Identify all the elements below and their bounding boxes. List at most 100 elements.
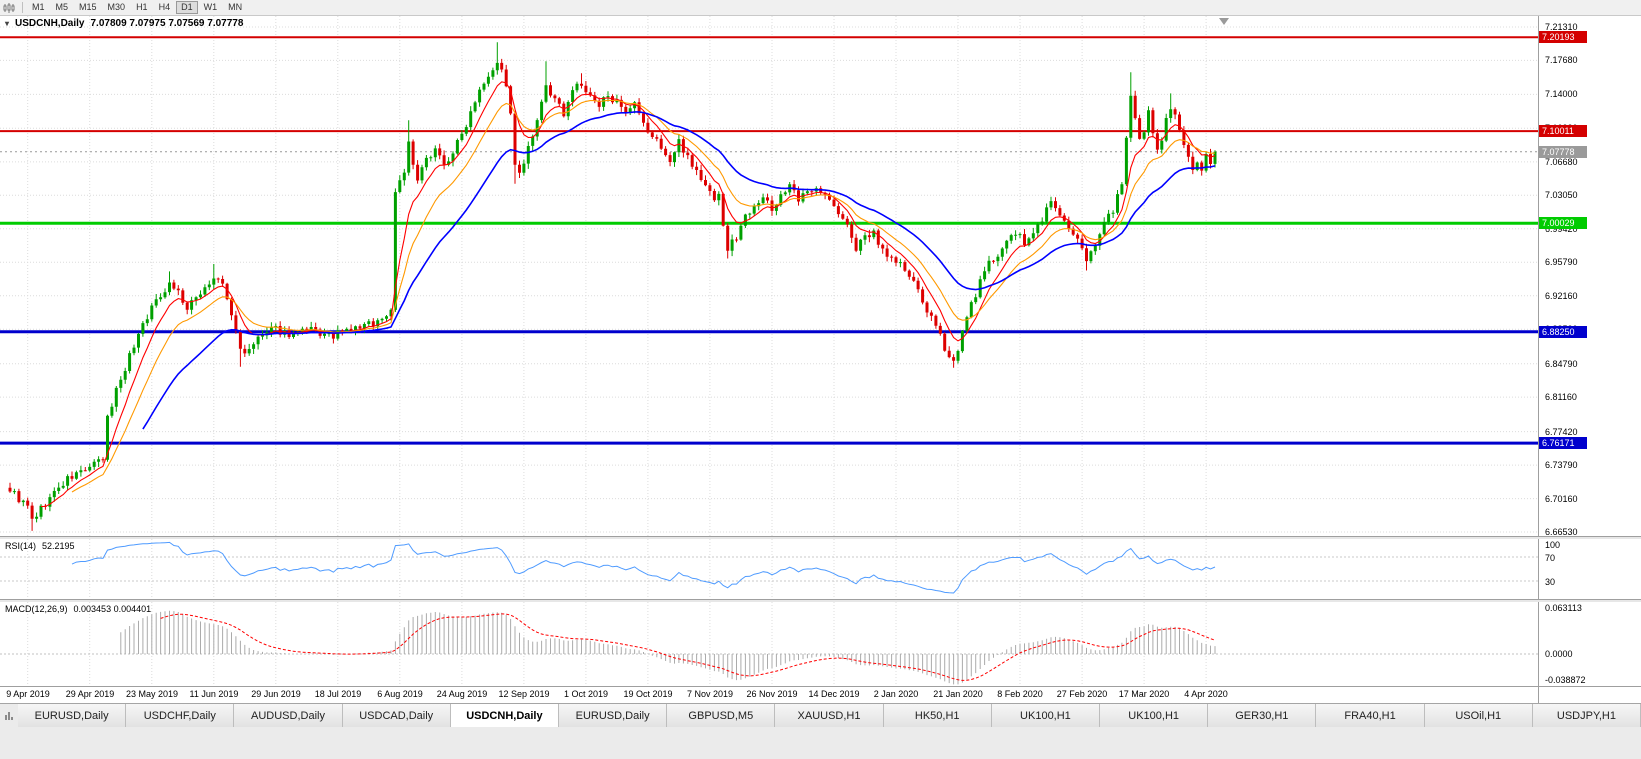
candle-wicks-down xyxy=(9,58,1211,531)
chart-tab-uk100-h1[interactable]: UK100,H1 xyxy=(1100,704,1209,727)
chart-tab-fra40-h1[interactable]: FRA40,H1 xyxy=(1316,704,1425,727)
timeframe-button-h4[interactable]: H4 xyxy=(154,1,176,14)
date-tick-label: 26 Nov 2019 xyxy=(746,689,798,699)
price-tick-label: 6.99420 xyxy=(1545,224,1578,234)
shift-marker-icon[interactable] xyxy=(1219,18,1229,25)
rsi-canvas[interactable] xyxy=(0,539,1538,599)
chart-tab-xauusd-h1[interactable]: XAUUSD,H1 xyxy=(775,704,884,727)
macd-values: 0.003453 0.004401 xyxy=(73,604,152,614)
price-tick-label: 6.92160 xyxy=(1545,291,1578,301)
rsi-panel[interactable]: RSI(14) 52.2195 xyxy=(0,539,1538,599)
chart-tab-usdcnh-daily[interactable]: USDCNH,Daily xyxy=(450,704,560,727)
rsi-scale-label: 70 xyxy=(1545,553,1556,563)
price-tick-label: 6.84790 xyxy=(1545,359,1578,369)
macd-canvas[interactable] xyxy=(0,602,1538,686)
chart-tab-hk50-h1[interactable]: HK50,H1 xyxy=(883,704,992,727)
tab-list-icon[interactable] xyxy=(0,704,18,727)
toolbar-separator xyxy=(22,2,23,13)
timeframe-button-m1[interactable]: M1 xyxy=(27,1,50,14)
timeframe-button-m30[interactable]: M30 xyxy=(103,1,131,14)
date-tick-label: 6 Aug 2019 xyxy=(377,689,423,699)
macd-panel[interactable]: MACD(12,26,9) 0.003453 0.004401 xyxy=(0,602,1538,686)
timeframe-button-m5[interactable]: M5 xyxy=(51,1,74,14)
chart-tab-uk100-h1[interactable]: UK100,H1 xyxy=(991,704,1101,727)
chart-tab-usdcad-daily[interactable]: USDCAD,Daily xyxy=(342,704,451,727)
chart-header: ▾ USDCNH,Daily 7.07809 7.07975 7.07569 7… xyxy=(5,18,243,29)
date-tick-label: 24 Aug 2019 xyxy=(436,689,488,699)
candlestick-chart-icon[interactable] xyxy=(3,2,16,14)
panel-splitter[interactable] xyxy=(0,599,1641,602)
chart-ohlc-values: 7.07809 7.07975 7.07569 7.07778 xyxy=(90,18,244,29)
rsi-line xyxy=(71,541,1216,594)
chart-tab-eurusd-daily[interactable]: EURUSD,Daily xyxy=(18,704,127,727)
level-price-badge: 7.00029 xyxy=(1539,217,1587,229)
date-tick-label: 29 Apr 2019 xyxy=(65,689,115,699)
date-tick-label: 19 Oct 2019 xyxy=(623,689,673,699)
macd-label: MACD(12,26,9) xyxy=(5,604,68,614)
price-tick-label: 7.03050 xyxy=(1545,190,1578,200)
date-tick-label: 4 Apr 2020 xyxy=(1184,689,1228,699)
chart-tab-audusd-daily[interactable]: AUDUSD,Daily xyxy=(234,704,343,727)
tabs-container: EURUSD,Daily USDCHF,Daily AUDUSD,Daily USDC… xyxy=(18,704,1641,727)
rsi-scale-label: 30 xyxy=(1545,577,1556,587)
macd-scale-label: 0.063113 xyxy=(1545,603,1582,613)
current-price-badge: 7.07778 xyxy=(1539,146,1587,158)
main-chart-panel[interactable]: ▾ USDCNH,Daily 7.07809 7.07975 7.07569 7… xyxy=(0,16,1538,536)
chart-tab-bar: EURUSD,Daily USDCHF,Daily AUDUSD,Daily USDC… xyxy=(0,703,1641,727)
date-tick-label: 29 Jun 2019 xyxy=(251,689,301,699)
macd-scale-label: 0.0000 xyxy=(1545,649,1573,659)
date-tick-label: 1 Oct 2019 xyxy=(563,689,609,699)
macd-signal-line xyxy=(160,613,1216,681)
chart-tab-usoil-h1[interactable]: USOil,H1 xyxy=(1424,704,1533,727)
price-tick-label: 6.81160 xyxy=(1545,392,1577,402)
chart-tab-usdchf-daily[interactable]: USDCHF,Daily xyxy=(126,704,235,727)
chart-symbol-period: USDCNH,Daily xyxy=(15,18,85,29)
date-axis[interactable]: 9 Apr 2019 29 Apr 2019 23 May 2019 11 Jun 2… xyxy=(0,687,1538,703)
date-tick-label: 23 May 2019 xyxy=(125,689,179,699)
grid xyxy=(0,16,1538,536)
date-tick-label: 2 Jan 2020 xyxy=(873,689,919,699)
price-tick-label: 6.95790 xyxy=(1545,257,1578,267)
chart-area: ▾ USDCNH,Daily 7.07809 7.07975 7.07569 7… xyxy=(0,16,1641,703)
level-price-badge: 6.88250 xyxy=(1539,326,1587,338)
main-chart-canvas[interactable] xyxy=(0,16,1538,536)
rsi-header: RSI(14) 52.2195 xyxy=(5,541,75,551)
price-tick-label: 7.17680 xyxy=(1545,55,1578,65)
price-tick-label: 6.66530 xyxy=(1545,527,1578,537)
date-tick-label: 9 Apr 2019 xyxy=(6,689,50,699)
timeframe-button-m15[interactable]: M15 xyxy=(74,1,102,14)
date-tick-label: 14 Dec 2019 xyxy=(808,689,860,699)
expand-indicator-icon[interactable]: ▾ xyxy=(5,19,10,28)
rsi-scale-label: 100 xyxy=(1545,540,1561,550)
rsi-value: 52.2195 xyxy=(42,541,75,551)
date-tick-label: 11 Jun 2019 xyxy=(189,689,239,699)
macd-histogram xyxy=(120,610,1216,685)
price-tick-label: 7.14000 xyxy=(1545,89,1578,99)
macd-header: MACD(12,26,9) 0.003453 0.004401 xyxy=(5,604,151,614)
panel-splitter[interactable] xyxy=(0,536,1641,539)
date-tick-label: 18 Jul 2019 xyxy=(314,689,362,699)
rsi-label: RSI(14) xyxy=(5,541,37,551)
price-tick-label: 7.06680 xyxy=(1545,157,1578,167)
date-tick-label: 8 Feb 2020 xyxy=(997,689,1043,699)
ma-line-30 xyxy=(142,111,1216,430)
price-tick-label: 6.73790 xyxy=(1545,460,1578,470)
chart-tab-ger30-h1[interactable]: GER30,H1 xyxy=(1208,704,1317,727)
date-axis-line xyxy=(0,686,1641,687)
chart-tab-gbpusd-m5[interactable]: GBPUSD,M5 xyxy=(667,704,776,727)
timeframe-toolbar: M1 M5 M15 M30 H1 H4 D1 W1 MN xyxy=(0,0,1641,16)
timeframe-button-d1[interactable]: D1 xyxy=(176,1,198,14)
rsi-level-lines xyxy=(0,556,1538,582)
level-price-badge: 7.10011 xyxy=(1539,125,1587,137)
price-tick-label: 6.77420 xyxy=(1545,427,1578,437)
ma-line-7 xyxy=(41,81,1216,508)
timeframe-button-h1[interactable]: H1 xyxy=(131,1,153,14)
chart-tab-eurusd-daily[interactable]: EURUSD,Daily xyxy=(559,704,668,727)
date-tick-label: 21 Jan 2020 xyxy=(933,689,983,699)
bottom-filler xyxy=(0,727,1641,759)
timeframe-button-w1[interactable]: W1 xyxy=(199,1,223,14)
timeframe-button-mn[interactable]: MN xyxy=(223,1,247,14)
date-tick-label: 17 Mar 2020 xyxy=(1118,689,1170,699)
price-axis[interactable]: 7.213107.176807.140007.103207.066807.030… xyxy=(1538,16,1641,703)
chart-tab-usdjpy-h1[interactable]: USDJPY,H1 xyxy=(1532,704,1641,727)
